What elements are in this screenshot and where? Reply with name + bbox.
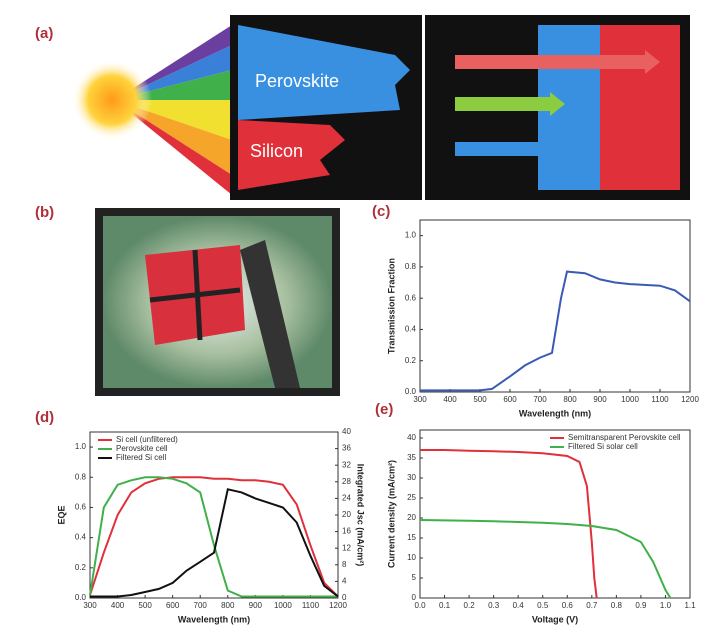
x-tick-label: 600 bbox=[503, 395, 517, 404]
spectrum bbox=[72, 25, 232, 195]
x-tick-label: 0.1 bbox=[439, 601, 451, 610]
arrow bbox=[455, 142, 540, 156]
y2-tick-label: 36 bbox=[342, 444, 351, 453]
x-tick-label: 0.4 bbox=[513, 601, 525, 610]
x-tick-label: 0.5 bbox=[537, 601, 549, 610]
y-tick-label: 20 bbox=[407, 513, 416, 522]
panel-label: (b) bbox=[35, 204, 54, 221]
y-tick-label: 0.8 bbox=[405, 262, 417, 271]
x-tick-label: 0.8 bbox=[611, 601, 623, 610]
legend-label: Perovskite cell bbox=[116, 444, 168, 453]
panel-label: (a) bbox=[35, 25, 53, 42]
x-tick-label: 1200 bbox=[681, 395, 699, 404]
y-tick-label: 30 bbox=[407, 473, 416, 482]
y-tick-label: 0.2 bbox=[405, 356, 417, 365]
x-tick-label: 500 bbox=[473, 395, 487, 404]
x-tick-label: 0.9 bbox=[635, 601, 647, 610]
series-line bbox=[420, 272, 690, 391]
y2-tick-label: 24 bbox=[342, 494, 351, 503]
panel-label: (d) bbox=[35, 409, 54, 426]
x-tick-label: 300 bbox=[83, 601, 97, 610]
cell-label: Perovskite bbox=[255, 71, 339, 91]
y-tick-label: 1.0 bbox=[405, 231, 417, 240]
x-tick-label: 900 bbox=[249, 601, 263, 610]
x-tick-label: 0.6 bbox=[562, 601, 574, 610]
y2-tick-label: 28 bbox=[342, 477, 351, 486]
x-tick-label: 700 bbox=[194, 601, 208, 610]
panel-label: (c) bbox=[372, 203, 390, 220]
page: (a) Perovskite Silicon (b) (c)3004005006… bbox=[0, 0, 701, 640]
panel-label: (e) bbox=[375, 401, 393, 418]
y2-tick-label: 20 bbox=[342, 510, 351, 519]
y-axis-label: Current density (mA/cm²) bbox=[386, 460, 396, 568]
x-tick-label: 300 bbox=[413, 395, 427, 404]
y-tick-label: 25 bbox=[407, 493, 416, 502]
legend-label: Filtered Si cell bbox=[116, 453, 166, 462]
x-tick-label: 400 bbox=[111, 601, 125, 610]
y-tick-label: 0 bbox=[412, 593, 417, 602]
y2-tick-label: 32 bbox=[342, 460, 351, 469]
x-tick-label: 1000 bbox=[621, 395, 639, 404]
x-tick-label: 500 bbox=[138, 601, 152, 610]
legend-label: Semitransparent Perovskite cell bbox=[568, 433, 681, 442]
x-tick-label: 900 bbox=[593, 395, 607, 404]
y-tick-label: 35 bbox=[407, 453, 416, 462]
y-tick-label: 1.0 bbox=[75, 442, 87, 451]
y2-tick-label: 40 bbox=[342, 427, 351, 436]
x-tick-label: 800 bbox=[221, 601, 235, 610]
y-axis-label: Transmission Fraction bbox=[386, 258, 396, 354]
arrow bbox=[455, 97, 550, 111]
y-tick-label: 15 bbox=[407, 533, 416, 542]
y-tick-label: 0.4 bbox=[75, 533, 87, 542]
y-tick-label: 0.6 bbox=[75, 503, 87, 512]
x-tick-label: 1100 bbox=[651, 395, 669, 404]
y2-tick-label: 12 bbox=[342, 543, 351, 552]
y2-tick-label: 16 bbox=[342, 527, 351, 536]
x-tick-label: 0.3 bbox=[488, 601, 500, 610]
series-line bbox=[90, 477, 338, 596]
series-line bbox=[90, 477, 338, 596]
x-tick-label: 0.7 bbox=[586, 601, 598, 610]
x-tick-label: 1.1 bbox=[684, 601, 696, 610]
y-axis-label: EQE bbox=[56, 505, 66, 524]
y-tick-label: 0.0 bbox=[75, 593, 87, 602]
x-axis-label: Wavelength (nm) bbox=[178, 614, 250, 624]
y2-tick-label: 0 bbox=[342, 593, 347, 602]
x-tick-label: 1000 bbox=[274, 601, 292, 610]
figure: (a) Perovskite Silicon (b) (c)3004005006… bbox=[0, 0, 701, 635]
arrow bbox=[455, 55, 645, 69]
x-tick-label: 1100 bbox=[302, 601, 320, 610]
x-tick-label: 1.0 bbox=[660, 601, 672, 610]
y2-tick-label: 8 bbox=[342, 560, 347, 569]
x-tick-label: 800 bbox=[563, 395, 577, 404]
legend-label: Si cell (unfiltered) bbox=[116, 435, 178, 444]
legend-label: Filtered Si solar cell bbox=[568, 442, 638, 451]
plot-area bbox=[420, 220, 690, 392]
y2-axis-label: Integrated Jsc (mA/cm²) bbox=[356, 464, 366, 567]
x-tick-label: 1200 bbox=[329, 601, 347, 610]
y-tick-label: 10 bbox=[407, 553, 416, 562]
cell-label: Silicon bbox=[250, 141, 303, 161]
x-tick-label: 0.2 bbox=[464, 601, 476, 610]
y-tick-label: 40 bbox=[407, 433, 416, 442]
x-tick-label: 700 bbox=[533, 395, 547, 404]
y-tick-label: 0.0 bbox=[405, 387, 417, 396]
x-tick-label: 0.0 bbox=[414, 601, 426, 610]
x-tick-label: 600 bbox=[166, 601, 180, 610]
x-axis-label: Voltage (V) bbox=[532, 614, 578, 624]
y-tick-label: 0.8 bbox=[75, 472, 87, 481]
y-tick-label: 5 bbox=[412, 573, 417, 582]
y-tick-label: 0.2 bbox=[75, 563, 87, 572]
y-tick-label: 0.6 bbox=[405, 293, 417, 302]
x-axis-label: Wavelength (nm) bbox=[519, 408, 591, 418]
y2-tick-label: 4 bbox=[342, 577, 347, 586]
series-line bbox=[420, 520, 670, 598]
y-tick-label: 0.4 bbox=[405, 325, 417, 334]
x-tick-label: 400 bbox=[443, 395, 457, 404]
bottom-cell bbox=[600, 25, 680, 190]
